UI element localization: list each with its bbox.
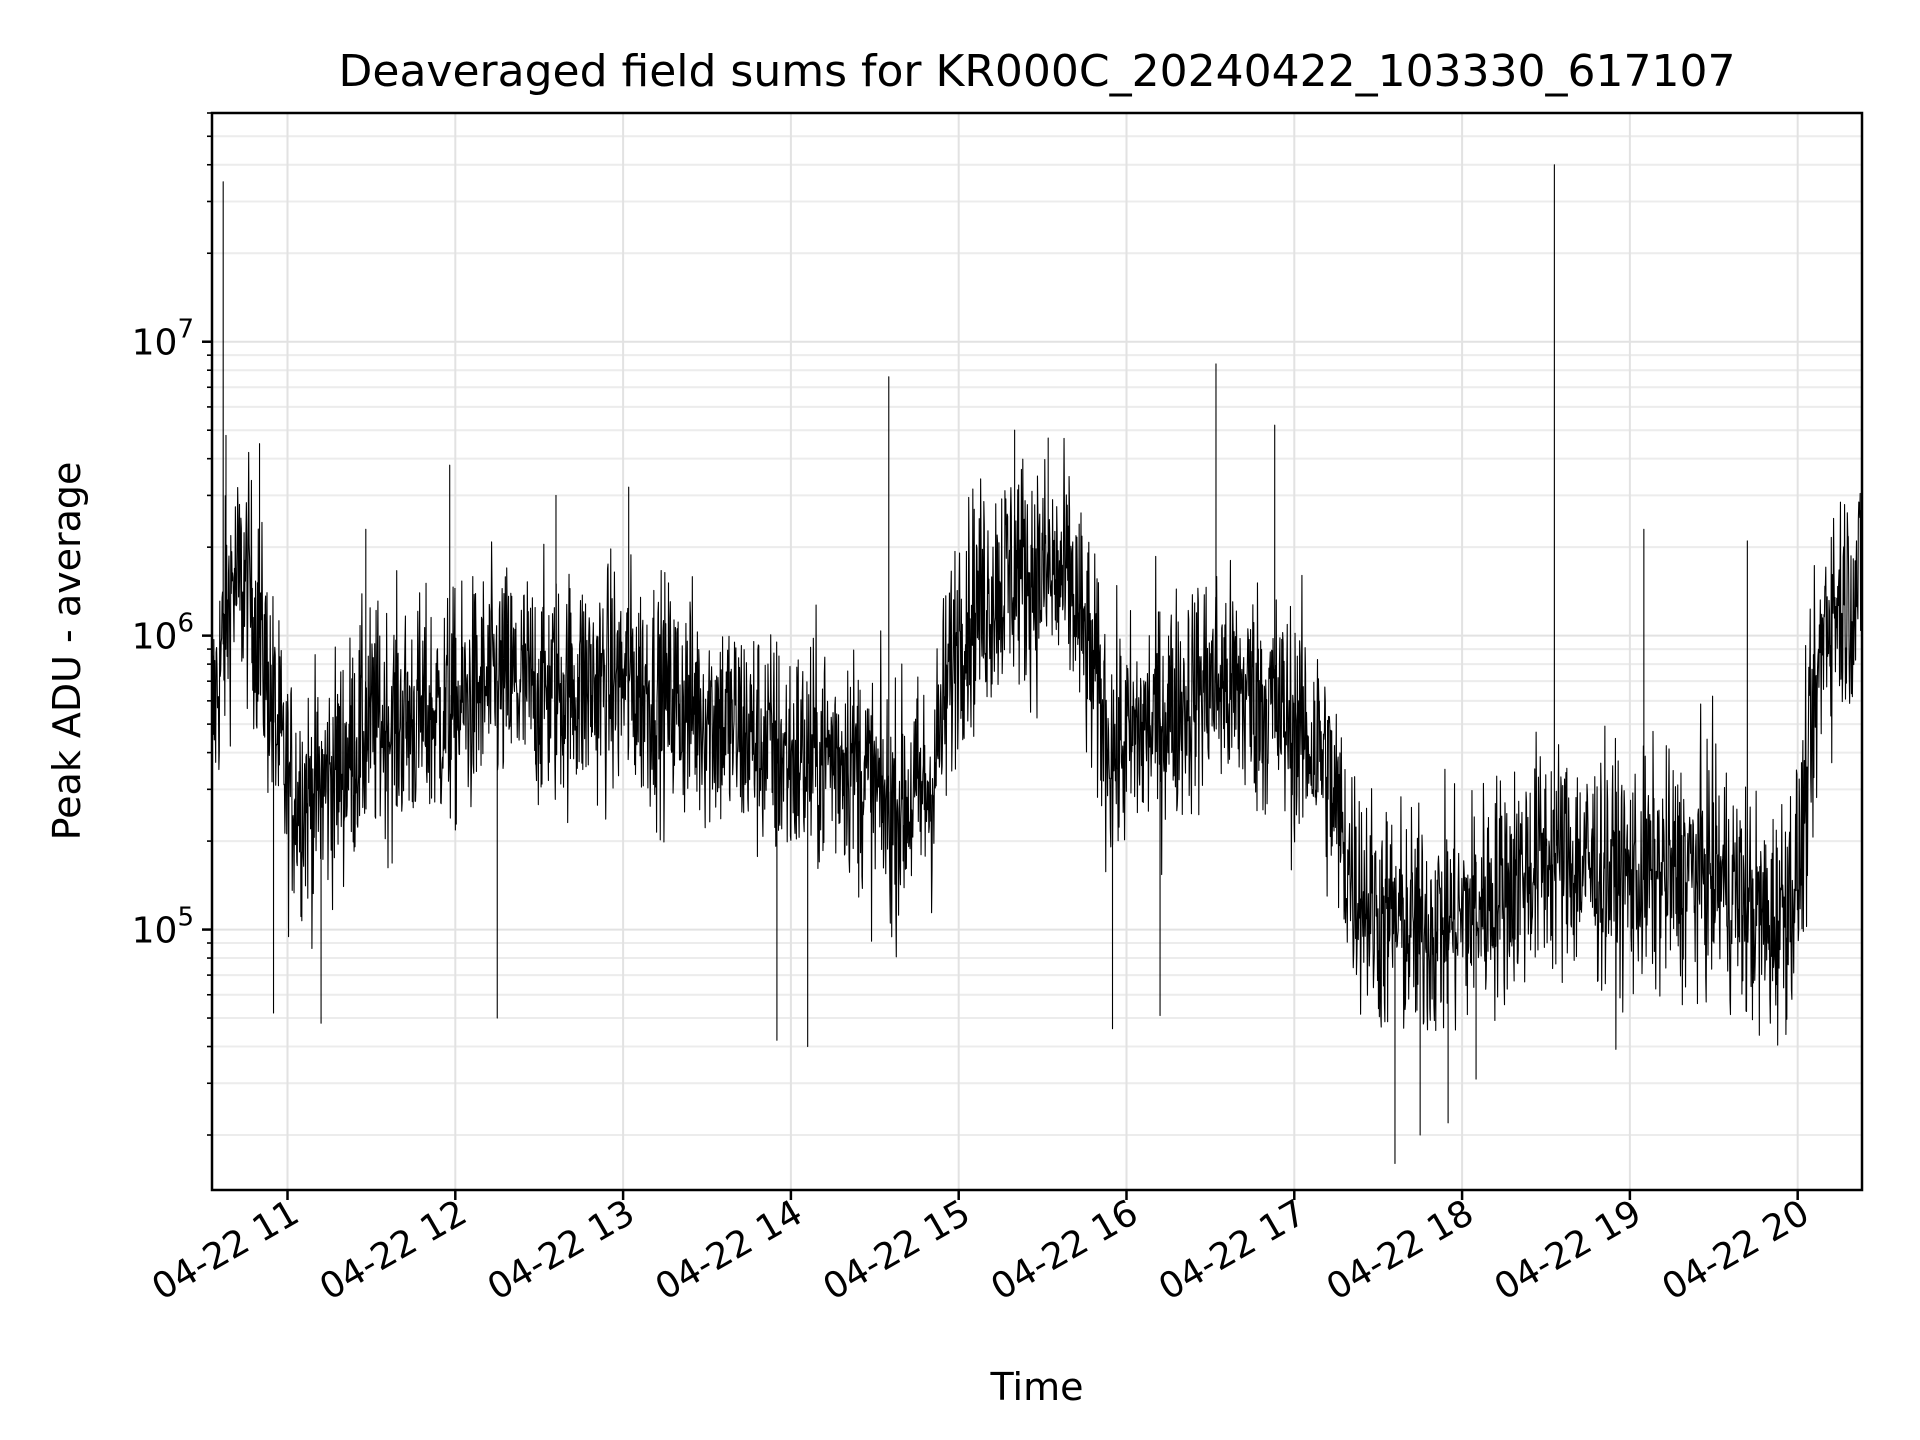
y-tick-label-exponent: 5 — [177, 903, 194, 933]
x-tick-label: 04-22 16 — [984, 1192, 1145, 1308]
y-tick-label-base: 10 — [132, 617, 178, 658]
y-tick-label-base: 10 — [132, 323, 178, 364]
series-layer — [212, 164, 1862, 1165]
x-axis-label: Time — [990, 1365, 1084, 1409]
x-tick-label: 04-22 12 — [313, 1192, 474, 1308]
x-tick-label: 04-22 15 — [817, 1192, 978, 1308]
x-tick-label: 04-22 17 — [1152, 1192, 1313, 1308]
x-tick-label: 04-22 11 — [145, 1192, 306, 1308]
y-tick-label-exponent: 6 — [177, 609, 194, 639]
y-tick-label: 107 — [132, 315, 194, 364]
x-tick-label: 04-22 18 — [1320, 1192, 1481, 1308]
y-tick-label-base: 10 — [132, 911, 178, 952]
y-axis-label: Peak ADU - average — [45, 462, 89, 841]
y-tick-label: 105 — [132, 903, 194, 952]
x-tick-label: 04-22 14 — [649, 1192, 810, 1308]
series-line — [212, 164, 1862, 1165]
y-tick-label: 106 — [132, 609, 194, 658]
x-tick-label: 04-22 13 — [481, 1192, 642, 1308]
y-tick-label-exponent: 7 — [177, 315, 194, 345]
plot-frame — [210, 111, 1864, 1192]
x-tick-label: 04-22 20 — [1656, 1192, 1817, 1308]
x-tick-label: 04-22 19 — [1488, 1192, 1649, 1308]
chart-title: Deaveraged field sums for KR000C_2024042… — [339, 46, 1736, 97]
